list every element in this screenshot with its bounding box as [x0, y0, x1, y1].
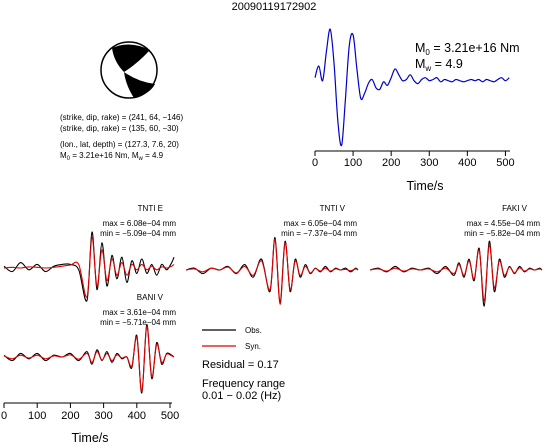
synthetic-trace	[185, 238, 359, 305]
mw-rest: = 4.9	[143, 151, 164, 160]
station-name: FAKI V	[502, 204, 528, 213]
synthetic-trace	[3, 325, 175, 392]
synthetic-trace	[3, 236, 175, 298]
frequency-range-value: 0.01 − 0.02 (Hz)	[202, 390, 281, 402]
mw-sub: w	[138, 156, 144, 162]
stf-tick-label: 100	[344, 157, 362, 169]
station-max: max = 6.05e−04 mm	[284, 219, 358, 228]
source-time-function-chart: 0 100 200 300 400 500 Time/s M0 = 3.21e+16 Nm…	[312, 28, 520, 193]
bottom-xlabel: Time/s	[71, 431, 108, 445]
station-max: max = 4.55e−04 mm	[467, 219, 541, 228]
stf-mw-rest: = 4.9	[431, 57, 463, 71]
mechanism-moment-line: M0 = 3.21e+16 Nm, Mw = 4.9	[60, 151, 164, 162]
stf-m0-prefix: M	[415, 41, 425, 55]
station-name: TNTI E	[138, 204, 163, 213]
station-tnti-v-labels: TNTI V max = 6.05e−04 mm min = −7.37e−04…	[281, 204, 357, 238]
station-name: TNTI V	[320, 204, 346, 213]
stf-tick-label: 300	[420, 157, 438, 169]
stf-mw-sub: w	[424, 64, 431, 73]
bottom-ticks: 0 100 200 300 400 500	[1, 403, 179, 422]
m0-sub: 0	[67, 156, 71, 162]
station-max: max = 6.08e−04 mm	[103, 219, 177, 228]
waveform-tnti-e	[3, 231, 175, 302]
focal-mechanism-beachball	[100, 41, 158, 99]
station-faki-v-labels: FAKI V max = 4.55e−04 mm min = −5.82e−04…	[464, 204, 540, 238]
station-bani-v-labels: BANI V max = 3.61e−04 mm min = −5.71e−04…	[100, 293, 176, 327]
stf-ticks: 0 100 200 300 400 500	[312, 151, 515, 169]
waveform-faki-v	[369, 240, 543, 307]
residual-text: Residual = 0.17	[202, 359, 279, 371]
observed-trace	[185, 237, 359, 303]
stf-m0-label: M0 = 3.21e+16 Nm	[415, 41, 520, 57]
stf-tick-label: 200	[382, 157, 400, 169]
stf-tick-label: 0	[312, 157, 318, 169]
stf-mw-prefix: M	[415, 57, 425, 71]
waveform-tnti-v	[185, 237, 359, 305]
stf-xlabel: Time/s	[406, 179, 443, 193]
frequency-range-label: Frequency range	[202, 378, 285, 390]
bottom-tick-label: 400	[128, 410, 146, 422]
legend: Obs. Syn. Residual = 0.17 Frequency rang…	[202, 326, 285, 402]
legend-syn-label: Syn.	[245, 342, 261, 351]
legend-obs-label: Obs.	[245, 326, 262, 335]
synthetic-trace	[369, 244, 543, 302]
station-name: BANI V	[137, 293, 164, 302]
station-min: min = −5.82e−04 mm	[464, 229, 540, 238]
bottom-tick-label: 500	[161, 410, 179, 422]
stf-tick-label: 400	[458, 157, 476, 169]
mechanism-line-1: (strike, dip, rake) = (241, 64, −146)	[60, 113, 184, 122]
bottom-time-axis: 0 100 200 300 400 500 Time/s	[1, 402, 179, 445]
mechanism-line-2: (strike, dip, rake) = (135, 60, −30)	[60, 124, 179, 133]
bottom-tick-label: 300	[94, 410, 112, 422]
figure-title: 20090119172902	[232, 1, 317, 13]
mechanism-line-3: (lon., lat, depth) = (127.3, 7.6, 20)	[60, 140, 179, 149]
bottom-tick-label: 100	[28, 410, 46, 422]
station-max: max = 3.61e−04 mm	[103, 308, 177, 317]
stf-series-line	[314, 28, 510, 147]
stf-m0-rest: = 3.21e+16 Nm	[430, 41, 520, 55]
station-min: min = −7.37e−04 mm	[281, 229, 357, 238]
m0-prefix: M	[60, 151, 67, 160]
bottom-tick-label: 0	[1, 410, 7, 422]
bottom-tick-label: 200	[61, 410, 79, 422]
station-tnti-e-labels: TNTI E max = 6.08e−04 mm min = −5.09e−04…	[100, 204, 176, 238]
station-min: min = −5.71e−04 mm	[100, 318, 176, 327]
waveform-bani-v	[3, 324, 175, 394]
observed-trace	[369, 240, 543, 307]
stf-mw-label: Mw = 4.9	[415, 57, 463, 73]
stf-m0-sub: 0	[425, 48, 430, 57]
mechanism-info: (strike, dip, rake) = (241, 64, −146) (s…	[60, 113, 184, 162]
m0-rest: = 3.21e+16 Nm, M	[70, 151, 139, 160]
stf-tick-label: 500	[496, 157, 514, 169]
station-min: min = −5.09e−04 mm	[100, 229, 176, 238]
